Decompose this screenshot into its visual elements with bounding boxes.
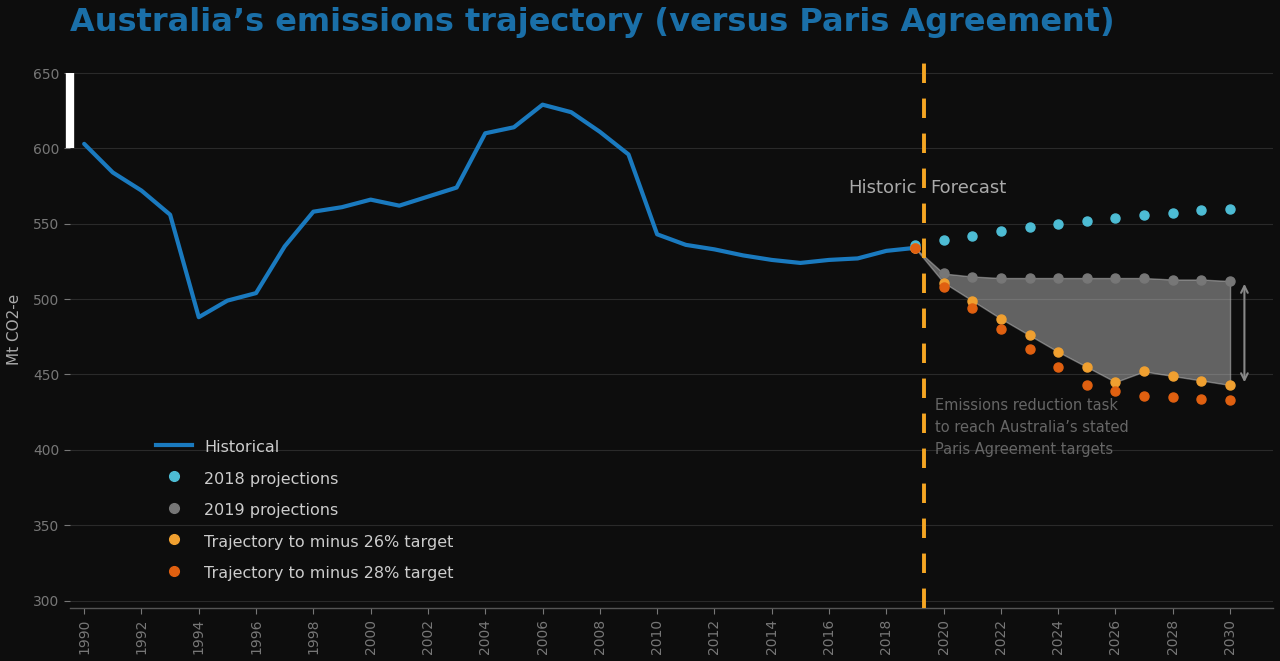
Y-axis label: Mt CO2-e: Mt CO2-e — [6, 293, 22, 365]
Text: Emissions reduction task
to reach Australia’s stated
Paris Agreement targets: Emissions reduction task to reach Austra… — [934, 397, 1129, 457]
Legend: Historical, 2018 projections, 2019 projections, Trajectory to minus 26% target, : Historical, 2018 projections, 2019 proje… — [150, 431, 461, 589]
Text: Australia’s emissions trajectory (versus Paris Agreement): Australia’s emissions trajectory (versus… — [70, 7, 1115, 38]
Text: Historic: Historic — [847, 178, 916, 196]
Text: Forecast: Forecast — [931, 178, 1007, 196]
